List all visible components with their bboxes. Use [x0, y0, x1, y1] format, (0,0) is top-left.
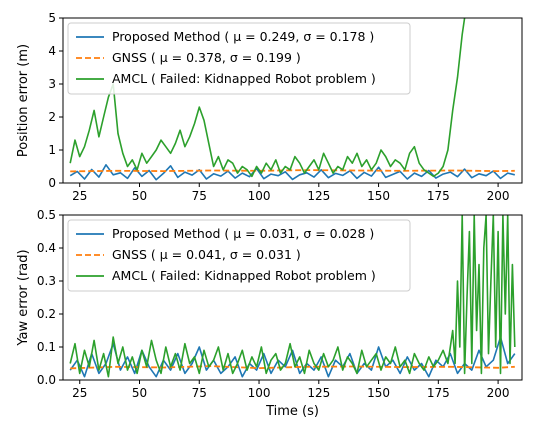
y-tick-label: 5	[48, 11, 56, 25]
series-line-2	[69, 18, 466, 178]
yaw-error-chart: 25 50 75 100 125 150 175 200 0.0 0.1 0.2 0.3 0.4 0.5 Y…	[16, 208, 523, 419]
legend-entry: AMCL ( Failed: Kidnapped Robot problem )	[112, 268, 376, 283]
x-tick-label: 25	[72, 189, 87, 203]
y-axis-label: Position error (m)	[16, 44, 31, 157]
legend-entry: GNSS ( μ = 0.378, σ = 0.199 )	[112, 50, 301, 65]
y-tick-label: 0.5	[37, 208, 56, 222]
series-line-1	[70, 365, 515, 370]
y-tick-label: 0.3	[37, 274, 56, 288]
x-tick-label: 125	[307, 189, 330, 203]
plot-frame	[62, 214, 523, 381]
x-tick-label: 200	[487, 386, 510, 400]
y-tick-label: 2	[48, 110, 56, 124]
plot-frame	[62, 17, 523, 184]
x-tick-label: 150	[367, 189, 390, 203]
series-line-2	[69, 215, 516, 378]
x-tick-label: 175	[427, 189, 450, 203]
legend-entry: GNSS ( μ = 0.041, σ = 0.031 )	[112, 247, 301, 262]
series-line-0	[69, 164, 515, 181]
x-tick-label: 100	[248, 386, 271, 400]
legend-entry: Proposed Method ( μ = 0.031, σ = 0.028 )	[112, 226, 374, 241]
x-tick-label: 175	[427, 386, 450, 400]
x-tick-label: 25	[72, 386, 87, 400]
legend-entry: AMCL ( Failed: Kidnapped Robot problem )	[112, 71, 376, 86]
x-axis-label: Time (s)	[265, 404, 319, 419]
y-tick-label: 0.0	[37, 373, 56, 387]
y-tick-label: 4	[48, 44, 56, 58]
position-error-chart: 25 50 75 100 125 150 175 200 0 1 2 3 4 5 Position erro…	[16, 11, 523, 203]
x-tick-label: 75	[192, 189, 207, 203]
y-axis-label: Yaw error (rad)	[16, 249, 31, 346]
x-tick-label: 75	[192, 386, 207, 400]
x-tick-label: 150	[367, 386, 390, 400]
y-tick-label: 1	[48, 143, 56, 157]
x-tick-label: 50	[132, 386, 147, 400]
legend-box	[67, 219, 411, 292]
x-tick-label: 100	[248, 189, 271, 203]
y-tick-label: 0.1	[37, 340, 56, 354]
y-tick-label: 0.2	[37, 307, 56, 321]
x-tick-label: 50	[132, 189, 147, 203]
x-tick-label: 200	[487, 189, 510, 203]
y-tick-label: 0	[48, 176, 56, 190]
legend-entry: Proposed Method ( μ = 0.249, σ = 0.178 )	[112, 29, 374, 44]
y-tick-label: 3	[48, 77, 56, 91]
legend-box	[67, 22, 411, 95]
y-tick-label: 0.4	[37, 241, 56, 255]
x-tick-label: 125	[307, 386, 330, 400]
